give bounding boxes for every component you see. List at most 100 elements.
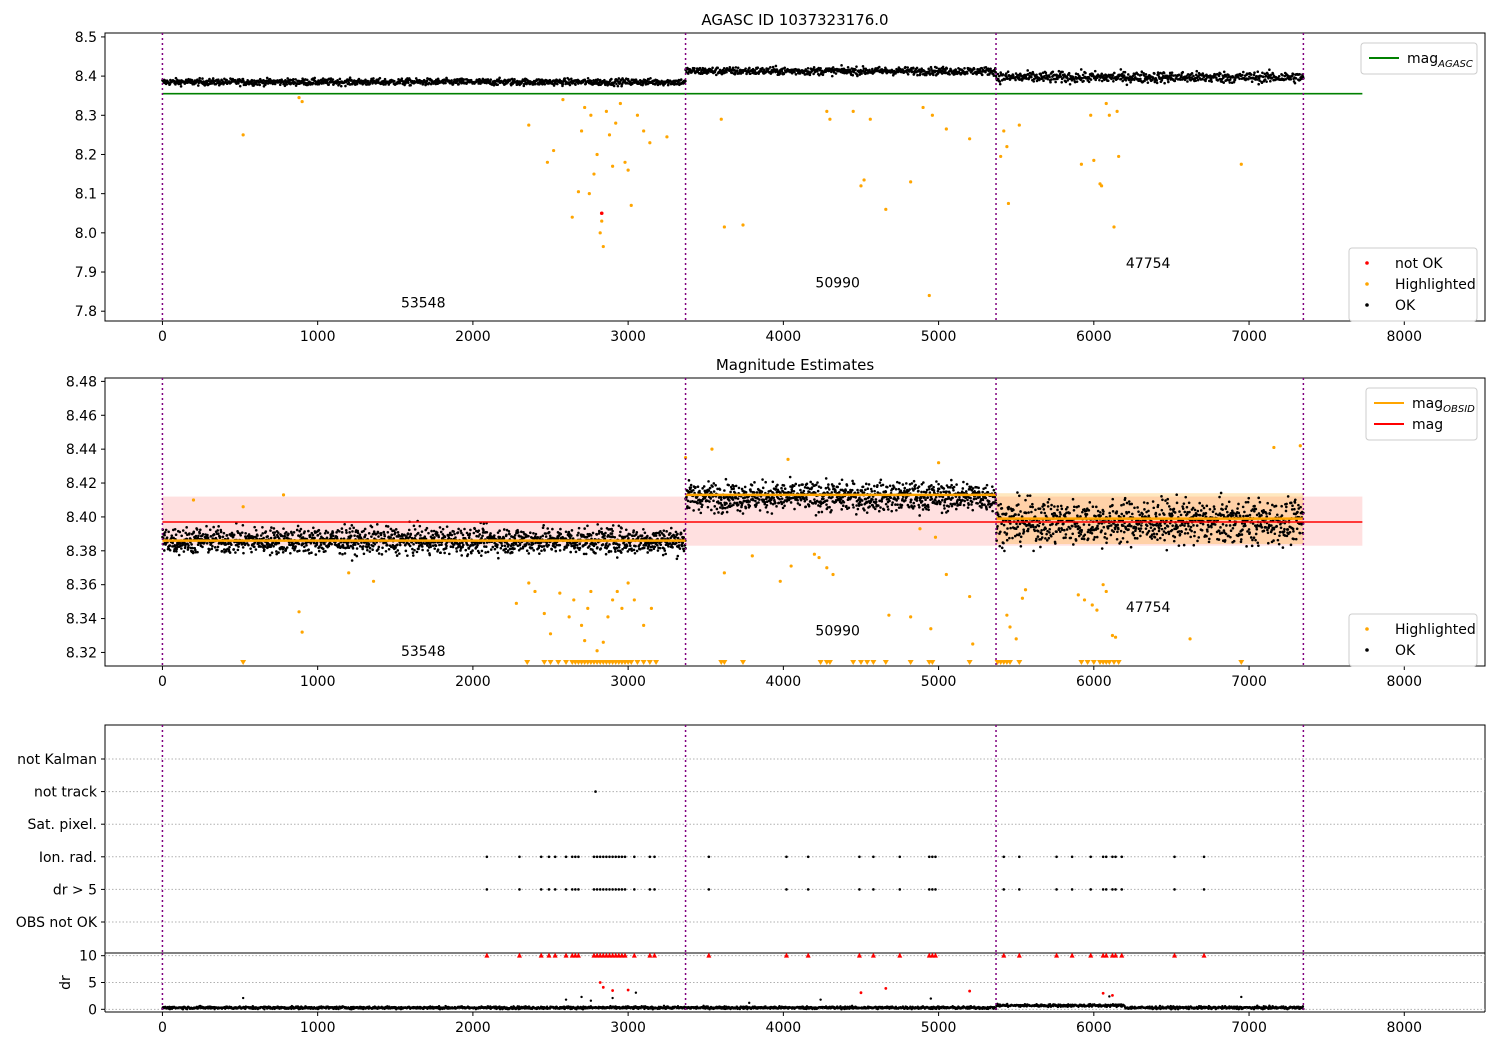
ok-point [663, 549, 667, 552]
ok-point [398, 543, 402, 547]
ok-point [543, 549, 546, 552]
ok-point [294, 545, 297, 548]
ok-point [287, 532, 290, 536]
ok-point [585, 541, 589, 545]
ok-point [629, 544, 632, 547]
highlighted-point [722, 225, 726, 229]
ok-point [803, 486, 807, 489]
ok-point [778, 497, 781, 501]
highlighted-point [930, 113, 934, 117]
ok-point [865, 511, 869, 514]
plot-frame [104, 32, 1486, 322]
ok-point [625, 544, 629, 548]
ok-point [463, 527, 466, 531]
ok-point [249, 547, 252, 550]
ok-point [567, 530, 571, 534]
ok-point [331, 78, 335, 81]
ok-point [427, 81, 431, 85]
ok-point [406, 532, 410, 535]
ok-point [262, 536, 265, 540]
ok-point [542, 544, 546, 548]
ok-point [413, 548, 416, 552]
legend-label: Highlighted [1395, 277, 1476, 293]
ok-point [1257, 82, 1260, 86]
ok-point [362, 552, 366, 556]
ok-point [250, 550, 253, 554]
y-tick-label: 7.9 [75, 265, 97, 281]
ok-point [286, 77, 290, 80]
ok-point [386, 530, 390, 534]
highlighted-point [629, 203, 633, 208]
ok-point [722, 67, 726, 70]
ok-point [886, 505, 889, 508]
ok-point [860, 499, 864, 502]
ok-point [455, 550, 459, 553]
ok-point [634, 544, 637, 548]
ok-point [206, 533, 209, 537]
ok-point [611, 529, 614, 533]
ok-point [242, 83, 246, 87]
ok-point [689, 483, 693, 487]
ok-point [383, 534, 387, 538]
ok-point [725, 502, 728, 505]
ok-point [541, 83, 544, 86]
ok-point [888, 484, 892, 488]
highlighted-point [851, 109, 855, 113]
ok-point [873, 484, 876, 488]
ok-point [659, 543, 663, 547]
ok-point [1249, 73, 1253, 76]
ok-point [1035, 73, 1038, 77]
ok-point [855, 504, 858, 507]
ok-point [600, 82, 604, 85]
ok-point [301, 77, 304, 81]
ok-point [679, 78, 683, 81]
ok-point [364, 78, 367, 82]
ok-point [546, 527, 550, 530]
ok-point [725, 510, 729, 514]
ok-point [350, 78, 353, 82]
ok-point [195, 528, 199, 531]
ok-point [1222, 81, 1226, 84]
ok-point [382, 83, 385, 86]
ok-point [636, 80, 640, 83]
ok-point [338, 551, 342, 555]
panel-title: Magnitude Estimates [716, 356, 874, 374]
ok-point [816, 489, 820, 493]
ok-point [464, 548, 468, 552]
ok-point [632, 529, 636, 532]
ok-point [285, 83, 289, 86]
ok-point [1146, 81, 1150, 84]
ok-point [394, 546, 397, 549]
ok-point [485, 530, 489, 534]
ok-point [725, 70, 728, 74]
ok-point [624, 528, 628, 532]
ok-point [338, 530, 341, 533]
y-tick-label: 8.5 [75, 30, 97, 46]
ok-point [392, 537, 396, 540]
ok-point [272, 527, 276, 530]
ok-point [307, 548, 310, 551]
ok-point [782, 484, 786, 487]
ok-point [758, 509, 762, 512]
ok-point [594, 542, 598, 546]
ok-point [482, 528, 485, 532]
ok-point [563, 77, 567, 80]
ok-point [824, 477, 828, 480]
ok-point [450, 533, 454, 537]
ok-point [1124, 79, 1128, 82]
ok-point [357, 542, 360, 546]
ok-point [431, 544, 435, 547]
ok-point [445, 525, 449, 528]
ok-point [361, 547, 364, 551]
ok-point [618, 543, 621, 547]
ok-point [348, 527, 352, 530]
ok-point [225, 78, 229, 82]
ok-point [1075, 80, 1079, 83]
ok-point [699, 511, 703, 515]
ok-point [856, 74, 859, 78]
ok-point [343, 552, 347, 555]
ok-point [212, 533, 216, 536]
ok-point [780, 486, 783, 490]
ok-point [439, 530, 443, 534]
highlighted-point [576, 190, 581, 194]
